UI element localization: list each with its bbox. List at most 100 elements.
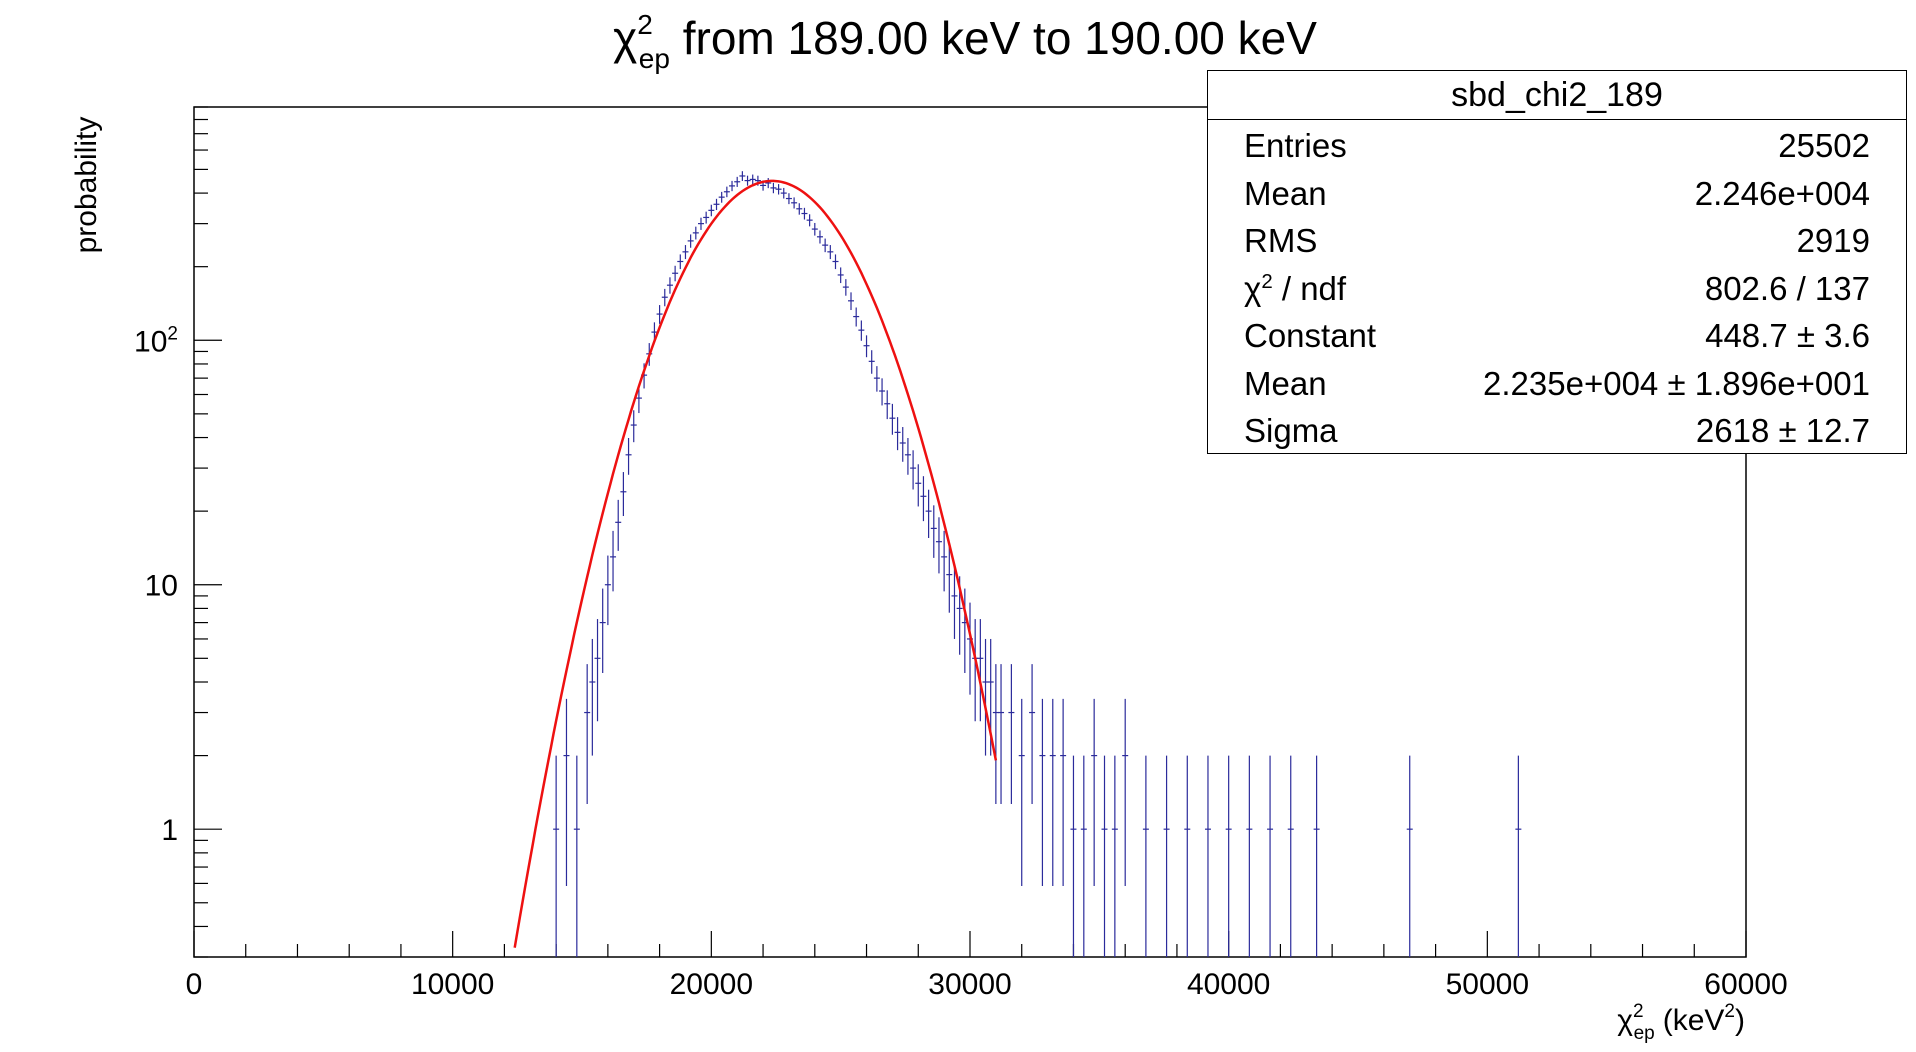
data-point [915,464,922,507]
stats-row: Mean 2.235e+004 ± 1.896e+001 [1208,359,1906,407]
stats-key: Entries [1244,127,1347,164]
stats-value: 2618 ± 12.7 [1695,412,1870,449]
data-point [998,664,1005,804]
data-point [832,254,839,270]
y-axis: 1 10 102 [134,106,222,958]
data-point [1018,698,1025,886]
stats-value: 2919 [1796,222,1870,259]
data-point [780,187,787,199]
stats-value: 448.7 ± 3.6 [1705,317,1870,354]
data-point [729,180,736,192]
data-point [615,499,622,551]
data-point [951,565,958,639]
data-point [863,335,870,358]
data-point [827,245,834,260]
x-tick-label: 20000 [670,968,753,1001]
data-point [672,265,679,282]
y-tick-label: 10 [145,570,178,603]
x-tick-label: 30000 [928,968,1011,1001]
xlabel-unit-pre: (keV [1663,1004,1725,1037]
data-point [894,417,901,451]
data-point [925,489,932,539]
data-point [889,403,896,435]
data-point [553,755,560,957]
data-point [625,437,632,475]
data-point [604,555,611,626]
data-point [1267,755,1274,957]
data-point [1070,755,1077,957]
data-point [697,217,704,230]
data-point [765,178,772,189]
data-point [1049,698,1056,886]
x-axis: 0 10000 20000 30000 40000 50000 60000 [186,931,1788,1001]
x-tick-label: 10000 [411,968,494,1001]
data-point [687,234,694,248]
x-tick-label: 40000 [1187,968,1270,1001]
stats-title: sbd_chi2_189 [1208,71,1906,120]
data-point [718,191,725,203]
data-point [610,530,617,592]
x-tick-label: 60000 [1704,968,1787,1001]
data-point [1111,755,1118,957]
xlabel-chi: χ [1617,1004,1633,1037]
stats-value: 802.6 / 137 [1704,269,1870,307]
data-point [946,546,953,613]
data-point [811,222,818,236]
data-point [692,226,699,240]
data-point [563,698,570,886]
title-chi: χ [613,12,637,64]
data-point [858,320,865,341]
stats-key: Constant [1244,317,1377,354]
stats-key: Mean [1244,364,1327,402]
title-sub: ep [639,43,670,74]
data-point [796,203,803,215]
data-point [661,288,668,307]
histogram-points [553,171,1522,957]
data-point [708,204,715,217]
stats-row: Sigma 2618 ± 12.7 [1208,406,1906,454]
x-tick-label: 0 [186,968,203,1001]
data-point [1039,698,1046,886]
data-point [1060,698,1067,886]
data-point [703,211,710,224]
data-point [910,450,917,490]
data-point [806,214,813,227]
data-point [822,238,829,253]
data-point [1101,755,1108,957]
data-point [1406,755,1413,957]
data-point [1122,698,1129,886]
data-point [594,619,601,722]
data-point [982,638,989,756]
data-point [884,390,891,420]
stats-row: Mean 2.246e+004 [1208,169,1906,217]
title-rest: from 189.00 keV to 190.00 keV [670,12,1317,64]
data-point [1163,755,1170,957]
data-point [723,186,730,198]
data-point [868,350,875,374]
x-axis-label: χ2 ep (keV2) [1617,1001,1745,1044]
stats-key: Mean [1244,174,1327,212]
data-point [599,588,606,673]
data-point [677,254,684,270]
xlabel-sub: ep [1634,1023,1655,1044]
data-point [1246,755,1253,957]
data-point [785,193,792,205]
stats-value: 2.246e+004 [1694,174,1870,212]
stats-key: χ2 / ndf [1244,269,1347,307]
data-point [935,517,942,574]
data-point [1313,755,1320,957]
stats-row: Constant 448.7 ± 3.6 [1208,311,1906,359]
title-sup: 2 [637,9,653,40]
data-point [977,619,984,722]
data-point [879,378,886,406]
gaussian-fit-curve [513,179,998,948]
xlabel-unit-post: ) [1735,1004,1745,1037]
stats-key: Sigma [1244,412,1338,449]
data-point [584,664,591,804]
x-tick-label: 50000 [1446,968,1529,1001]
data-point [930,505,937,558]
data-point [816,230,823,244]
data-point [941,530,948,592]
y-tick-label: 1 [161,814,178,847]
stats-value: 25502 [1778,127,1870,164]
